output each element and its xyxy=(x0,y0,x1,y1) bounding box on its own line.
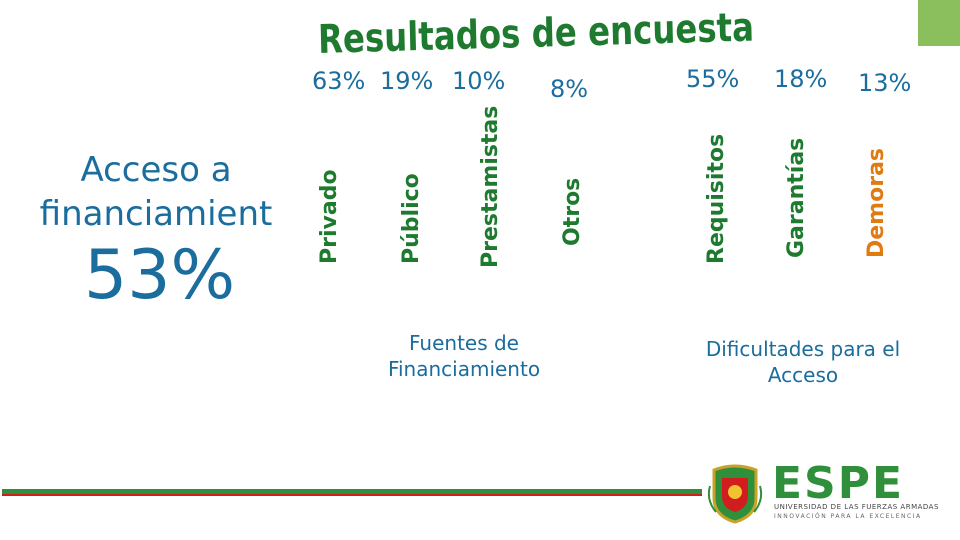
logo-subtitle: UNIVERSIDAD DE LAS FUERZAS ARMADAS xyxy=(774,503,939,511)
dificultades-caption: Dificultades para el Acceso xyxy=(705,337,901,387)
page-title: Resultados de encuesta xyxy=(317,5,755,63)
logo-name: ESPE xyxy=(772,458,905,509)
fuente-percent-privado: 63% xyxy=(312,67,366,95)
left-heading: Acceso a financiamient xyxy=(39,150,273,234)
footer-line-green xyxy=(2,489,702,494)
fuente-percent-otros: 8% xyxy=(550,75,589,103)
corner-tab xyxy=(918,0,960,46)
left-percent: 53% xyxy=(84,236,236,315)
logo-tagline: INNOVACIÓN PARA LA EXCELENCIA xyxy=(774,513,922,520)
dificultad-percent-demoras: 13% xyxy=(858,69,912,97)
footer-line-red xyxy=(2,494,702,496)
dificultad-percent-requisitos: 55% xyxy=(686,65,740,93)
dificultad-label-demoras: Demoras xyxy=(864,147,889,258)
espe-logo: ESPE UNIVERSIDAD DE LAS FUERZAS ARMADAS … xyxy=(704,460,944,526)
dificultad-label-requisitos: Requisitos xyxy=(704,133,729,264)
fuentes-caption: Fuentes de Financiamiento xyxy=(387,331,541,381)
fuente-label-otros: Otros xyxy=(560,177,585,246)
fuente-label-publico: Público xyxy=(399,173,424,264)
dificultad-percent-garantias: 18% xyxy=(774,65,828,93)
crest-icon xyxy=(707,464,763,524)
fuente-percent-publico: 19% xyxy=(380,67,434,95)
fuente-percent-prestamistas: 10% xyxy=(452,67,506,95)
fuente-label-privado: Privado xyxy=(317,169,342,264)
fuente-label-prestamistas: Prestamistas xyxy=(478,105,503,268)
dificultad-label-garantias: Garantías xyxy=(784,137,809,258)
